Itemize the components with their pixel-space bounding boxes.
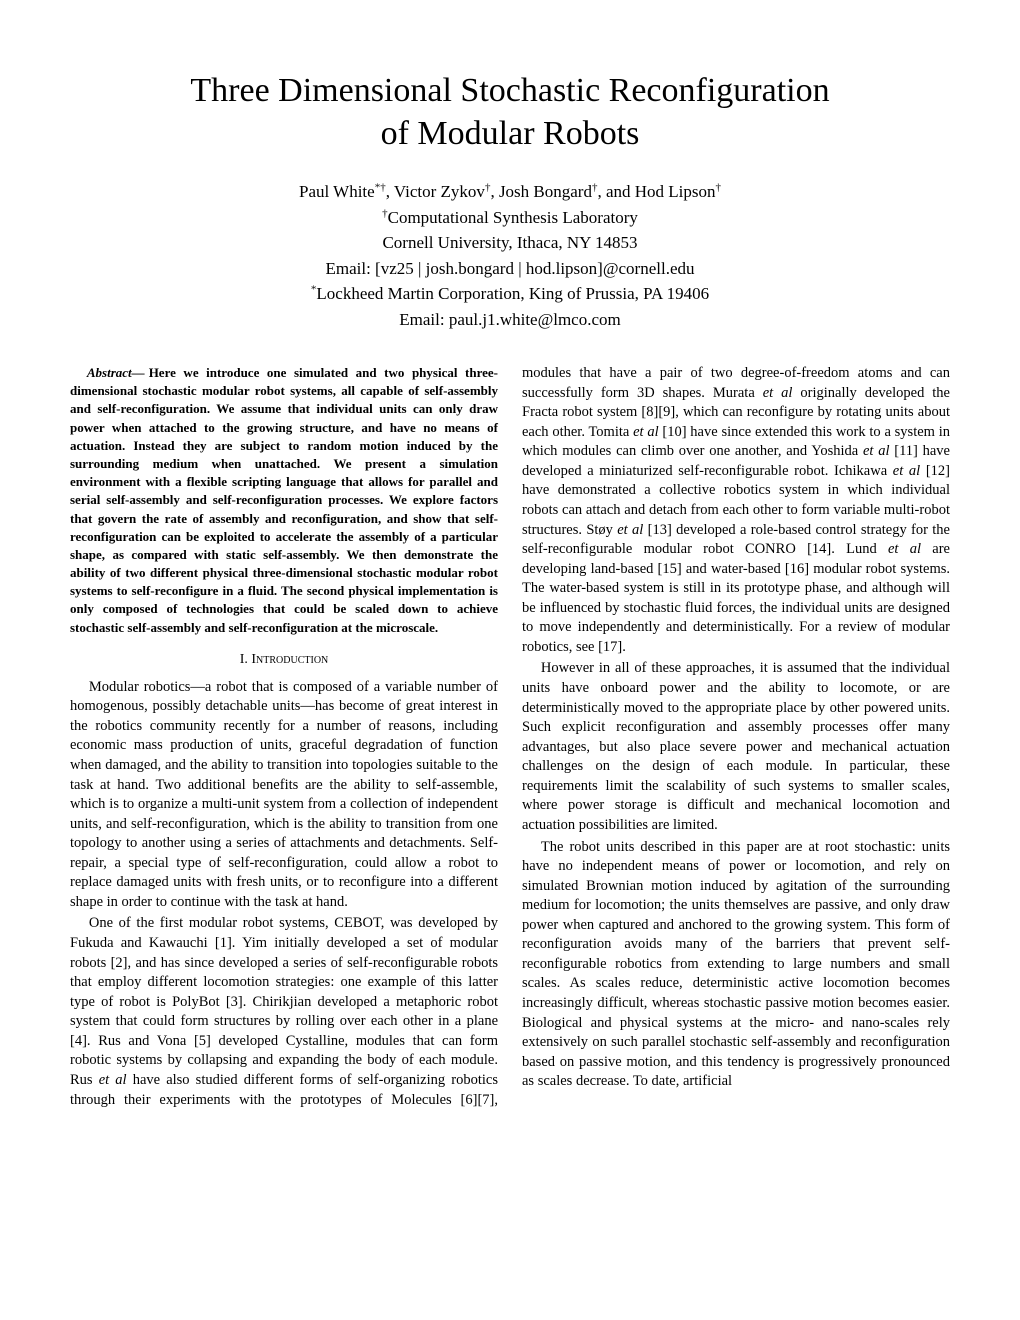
etal-4: et al	[863, 443, 890, 459]
affil-lab: Computational Synthesis Laboratory	[388, 208, 638, 227]
etal-3: et al	[633, 424, 659, 440]
author-4-marks: †	[716, 181, 722, 193]
author-3: Josh Bongard	[499, 182, 592, 201]
title-line-2: of Modular Robots	[381, 115, 640, 152]
author-sep-2: ,	[490, 182, 499, 201]
etal-5: et al	[893, 463, 920, 479]
affil-university: Cornell University, Ithaca, NY 14853	[382, 233, 637, 252]
affil-email-2: Email: paul.j1.white@lmco.com	[399, 310, 621, 329]
paper-title: Three Dimensional Stochastic Reconfigura…	[70, 70, 950, 155]
author-4: Hod Lipson	[635, 182, 716, 201]
abstract-text: Here we introduce one simulated and two …	[70, 365, 498, 635]
author-block: Paul White*†, Victor Zykov †, Josh Bongar…	[70, 179, 950, 332]
author-2: Victor Zykov	[394, 182, 485, 201]
affil-corp: Lockheed Martin Corporation, King of Pru…	[316, 284, 709, 303]
abstract-label: Abstract—	[87, 365, 145, 380]
author-sep-3: , and	[597, 182, 634, 201]
affil-email-1: Email: [vz25 | josh.bongard | hod.lipson…	[325, 259, 694, 278]
etal-6: et al	[617, 522, 643, 538]
abstract: Abstract—Here we introduce one simulated…	[70, 364, 498, 637]
intro-p2-a: One of the first modular robot systems, …	[70, 915, 498, 1088]
etal-2: et al	[763, 385, 793, 401]
intro-paragraph-3: However in all of these approaches, it i…	[522, 659, 950, 835]
author-1: Paul White	[299, 182, 375, 201]
intro-paragraph-1: Modular robotics—a robot that is compose…	[70, 678, 498, 913]
intro-p2-h: are developing land-based [15] and water…	[522, 541, 950, 655]
etal-1: et al	[99, 1072, 127, 1088]
author-1-marks: *†	[375, 181, 386, 193]
etal-7: et al	[888, 541, 921, 557]
title-line-1: Three Dimensional Stochastic Reconfigura…	[190, 72, 829, 109]
author-sep-1: ,	[386, 182, 394, 201]
body-columns: Abstract—Here we introduce one simulated…	[70, 364, 950, 1110]
section-1-heading: I. Introduction	[70, 651, 498, 670]
intro-paragraph-4: The robot units described in this paper …	[522, 838, 950, 1092]
